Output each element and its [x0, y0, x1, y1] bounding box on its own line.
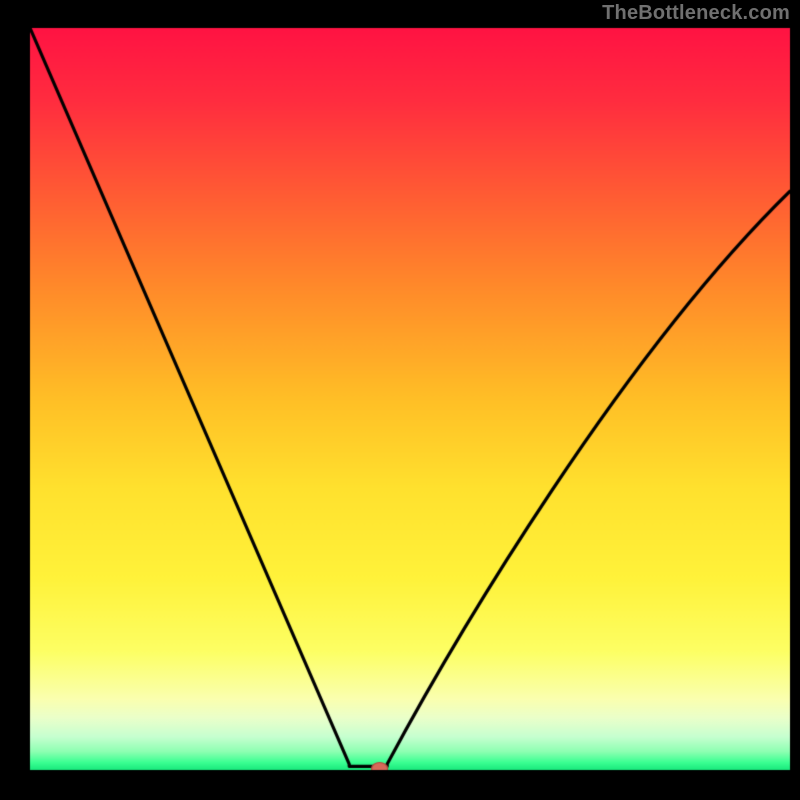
bottleneck-chart-canvas	[0, 0, 800, 800]
watermark-label: TheBottleneck.com	[602, 2, 790, 25]
